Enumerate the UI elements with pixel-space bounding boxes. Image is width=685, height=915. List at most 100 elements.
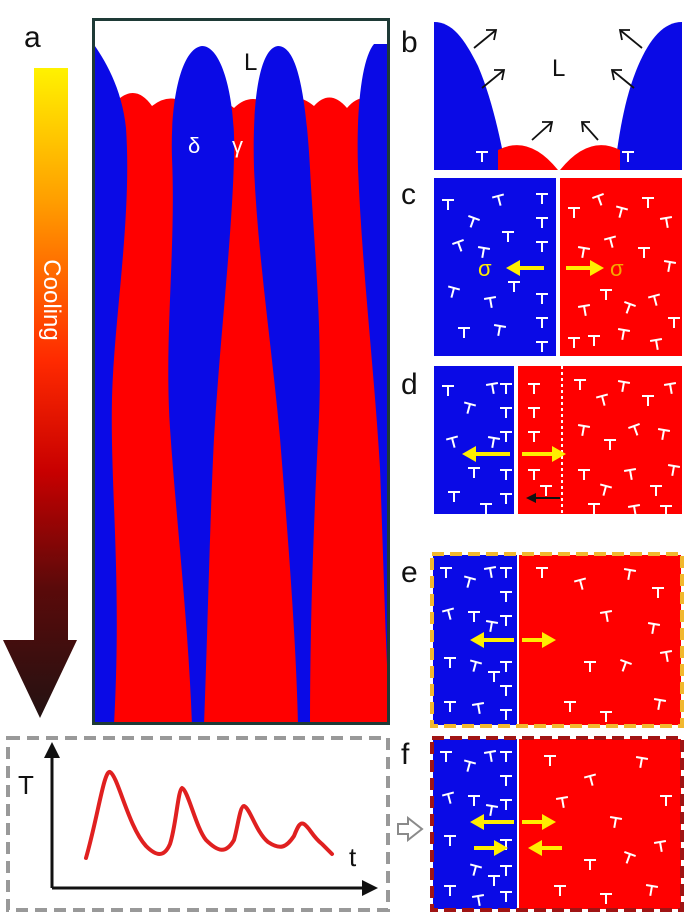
dislocation-icon	[635, 755, 649, 769]
dislocation-icon	[642, 197, 654, 208]
dislocation-icon	[444, 657, 456, 668]
microstructure-panel: L δ γ	[92, 18, 390, 725]
dislocation-icon	[485, 619, 499, 633]
panel-b-liquid-label: L	[552, 55, 565, 82]
dislocation-icon	[624, 851, 636, 864]
dislocation-icon	[544, 755, 556, 766]
delta-dendrite-4	[357, 44, 390, 725]
delta-label: δ	[188, 133, 200, 158]
dislocation-icon	[500, 891, 512, 902]
temperature-time-inset: T t	[6, 736, 390, 912]
dislocation-icon	[500, 493, 512, 504]
dislocation-icon	[663, 259, 677, 273]
dislocation-icon	[578, 469, 590, 480]
panel-label-f: f	[401, 738, 410, 771]
dislocation-icon	[649, 337, 663, 351]
dislocation-icon	[647, 293, 661, 306]
dislocation-icon	[468, 611, 480, 622]
dislocation-icon	[452, 239, 464, 252]
dislocation-icon	[650, 485, 662, 496]
cooling-arrow-icon	[3, 68, 77, 718]
dislocation-icon	[604, 439, 616, 450]
dislocation-icon	[483, 749, 497, 763]
panel-f-schematic	[430, 736, 684, 912]
panel-label-e: e	[401, 556, 418, 589]
dislocation-icon	[627, 503, 641, 514]
dislocation-icon	[477, 245, 491, 259]
dislocation-icon	[645, 883, 659, 897]
dislocation-icon	[508, 281, 520, 292]
dislocation-icon	[584, 661, 596, 672]
dislocation-icon	[444, 701, 456, 712]
panel-e-schematic	[430, 552, 684, 728]
dislocation-icon	[500, 775, 512, 786]
dislocation-icon	[588, 335, 600, 346]
dislocation-icon	[540, 485, 552, 496]
dislocation-icon	[485, 803, 499, 817]
dislocation-icon	[577, 423, 591, 437]
dislocation-icon	[555, 795, 569, 809]
dislocation-icon	[600, 289, 612, 300]
delta-dendrite-2	[168, 46, 235, 725]
dislocation-icon	[647, 621, 661, 635]
dislocation-icon	[528, 407, 540, 418]
dislocation-icon	[584, 859, 596, 870]
delta-dendrite-3	[253, 46, 320, 725]
dislocation-icon	[500, 799, 512, 810]
dislocation-icon	[441, 791, 455, 804]
dislocation-icon	[600, 711, 612, 722]
dislocation-icon	[653, 697, 667, 711]
dislocation-icon	[468, 467, 480, 478]
dislocation-icon	[458, 327, 470, 338]
delta-dendrite-1	[92, 42, 128, 725]
dislocation-icon	[536, 567, 548, 578]
dislocation-icon	[595, 393, 609, 406]
dislocation-icon	[657, 427, 671, 441]
dislocation-icon	[447, 285, 461, 298]
dislocation-icon	[536, 241, 548, 252]
dislocation-icon	[500, 431, 512, 442]
panel-f-frame	[430, 736, 684, 912]
dislocation-icon	[536, 293, 548, 304]
dislocation-icons	[442, 379, 681, 514]
dislocation-icon	[659, 649, 673, 663]
dislocation-icon	[445, 435, 459, 448]
dislocation-icon	[642, 395, 654, 406]
dislocation-icon	[659, 215, 673, 229]
dislocation-icon	[500, 383, 512, 394]
dislocation-icon	[609, 815, 623, 829]
dislocation-icon	[536, 217, 548, 228]
dislocation-icon	[463, 575, 477, 588]
dislocation-icon	[500, 591, 512, 602]
dislocation-icon	[536, 341, 548, 352]
dislocation-icon	[500, 709, 512, 720]
dislocation-icon	[491, 193, 505, 206]
dislocation-icon	[615, 205, 629, 218]
dislocation-icon	[483, 295, 497, 309]
dislocation-icon	[468, 215, 480, 228]
dislocation-icon	[638, 247, 650, 258]
temperature-curve	[84, 769, 334, 860]
dislocation-icon	[624, 301, 636, 314]
dislocation-icon	[485, 381, 499, 395]
panel-b-schematic: L	[434, 22, 682, 170]
dislocation-icon	[440, 567, 452, 578]
dislocation-icon	[500, 661, 512, 672]
dislocation-icon	[623, 467, 637, 481]
dislocation-icon	[488, 875, 500, 886]
dislocation-icons	[440, 749, 672, 907]
dislocation-icon	[536, 193, 548, 204]
dislocation-icon	[577, 303, 591, 317]
dislocation-icon	[500, 751, 512, 762]
dislocation-icon	[471, 701, 485, 715]
dislocation-icon	[617, 379, 631, 393]
dislocation-icon	[573, 577, 587, 590]
y-axis-label: T	[18, 770, 34, 800]
dislocation-icon	[583, 773, 597, 786]
dislocation-icon	[620, 659, 632, 672]
dislocation-icon	[660, 795, 672, 806]
dislocation-icon	[488, 671, 500, 682]
dislocation-icon	[480, 503, 492, 514]
hollow-right-arrow-icon	[397, 816, 424, 842]
gamma-phase-region	[92, 93, 390, 725]
